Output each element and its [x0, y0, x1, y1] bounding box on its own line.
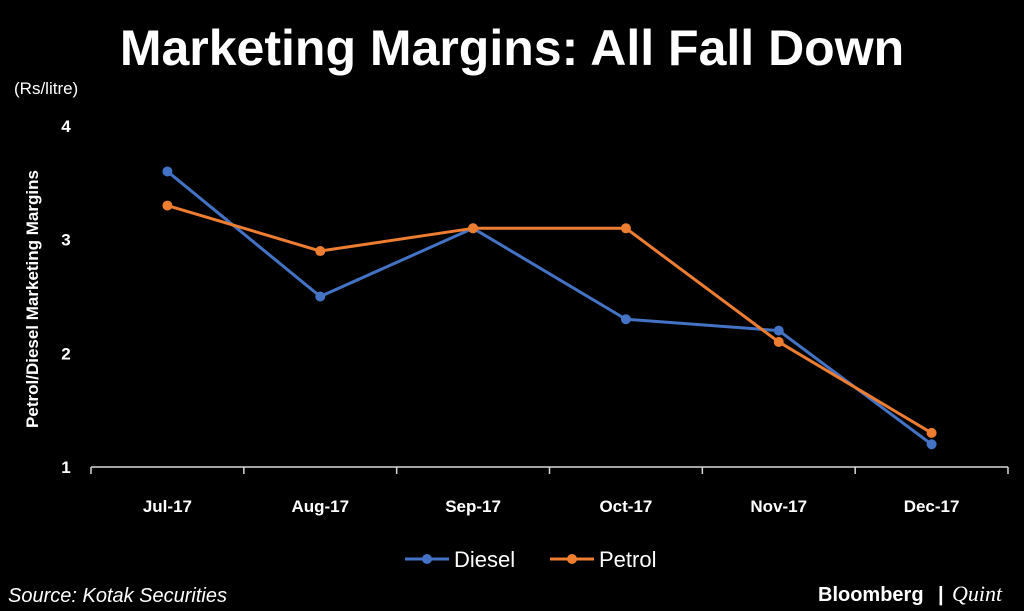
- brand-quint: Quint: [952, 581, 1003, 606]
- data-point-petrol: [773, 336, 784, 347]
- x-tick-label: Nov-17: [750, 497, 807, 516]
- data-point-diesel: [773, 325, 784, 336]
- x-tick-label: Oct-17: [599, 497, 652, 516]
- x-axis: Jul-17 Aug-17 Sep-17 Oct-17 Nov-17 Dec-17: [90, 466, 1009, 516]
- data-point-petrol: [315, 246, 326, 257]
- legend-item-diesel: Diesel: [405, 547, 515, 572]
- series-diesel: [162, 166, 937, 450]
- legend-label: Petrol: [599, 547, 656, 572]
- y-tick-label: 3: [61, 231, 70, 250]
- series-line-diesel: [166, 170, 933, 446]
- x-tick-label: Sep-17: [445, 497, 501, 516]
- x-tick-label: Aug-17: [291, 497, 349, 516]
- data-point-petrol: [620, 223, 631, 234]
- data-point-diesel: [620, 314, 631, 325]
- y-tick-label: 4: [61, 117, 71, 136]
- x-tick-label: Dec-17: [904, 497, 960, 516]
- y-axis-label: Petrol/Diesel Marketing Margins: [23, 170, 42, 428]
- x-tick-label: Jul-17: [143, 497, 192, 516]
- data-point-diesel: [162, 166, 173, 177]
- brand-bloomberg: Bloomberg: [818, 584, 924, 606]
- data-point-petrol: [926, 427, 937, 438]
- y-unit-label: (Rs/litre): [14, 79, 78, 98]
- series-line-petrol: [166, 204, 933, 435]
- y-tick-label: 2: [61, 344, 70, 363]
- y-axis-ticks: 1 2 3 4: [61, 117, 71, 477]
- source-note: Source: Kotak Securities: [8, 585, 227, 607]
- legend-swatch-marker: [567, 554, 577, 564]
- brand-divider: |: [938, 584, 944, 606]
- series-petrol: [162, 200, 937, 438]
- data-point-petrol: [162, 200, 173, 211]
- legend-item-petrol: Petrol: [550, 547, 656, 572]
- legend-swatch-marker: [422, 554, 432, 564]
- y-tick-label: 1: [61, 458, 70, 477]
- data-point-diesel: [926, 439, 937, 450]
- data-point-petrol: [468, 223, 479, 234]
- legend: Diesel Petrol: [405, 547, 656, 572]
- chart-title: Marketing Margins: All Fall Down: [120, 20, 904, 76]
- data-point-diesel: [315, 291, 326, 302]
- series-layer: [162, 166, 937, 450]
- legend-label: Diesel: [454, 547, 515, 572]
